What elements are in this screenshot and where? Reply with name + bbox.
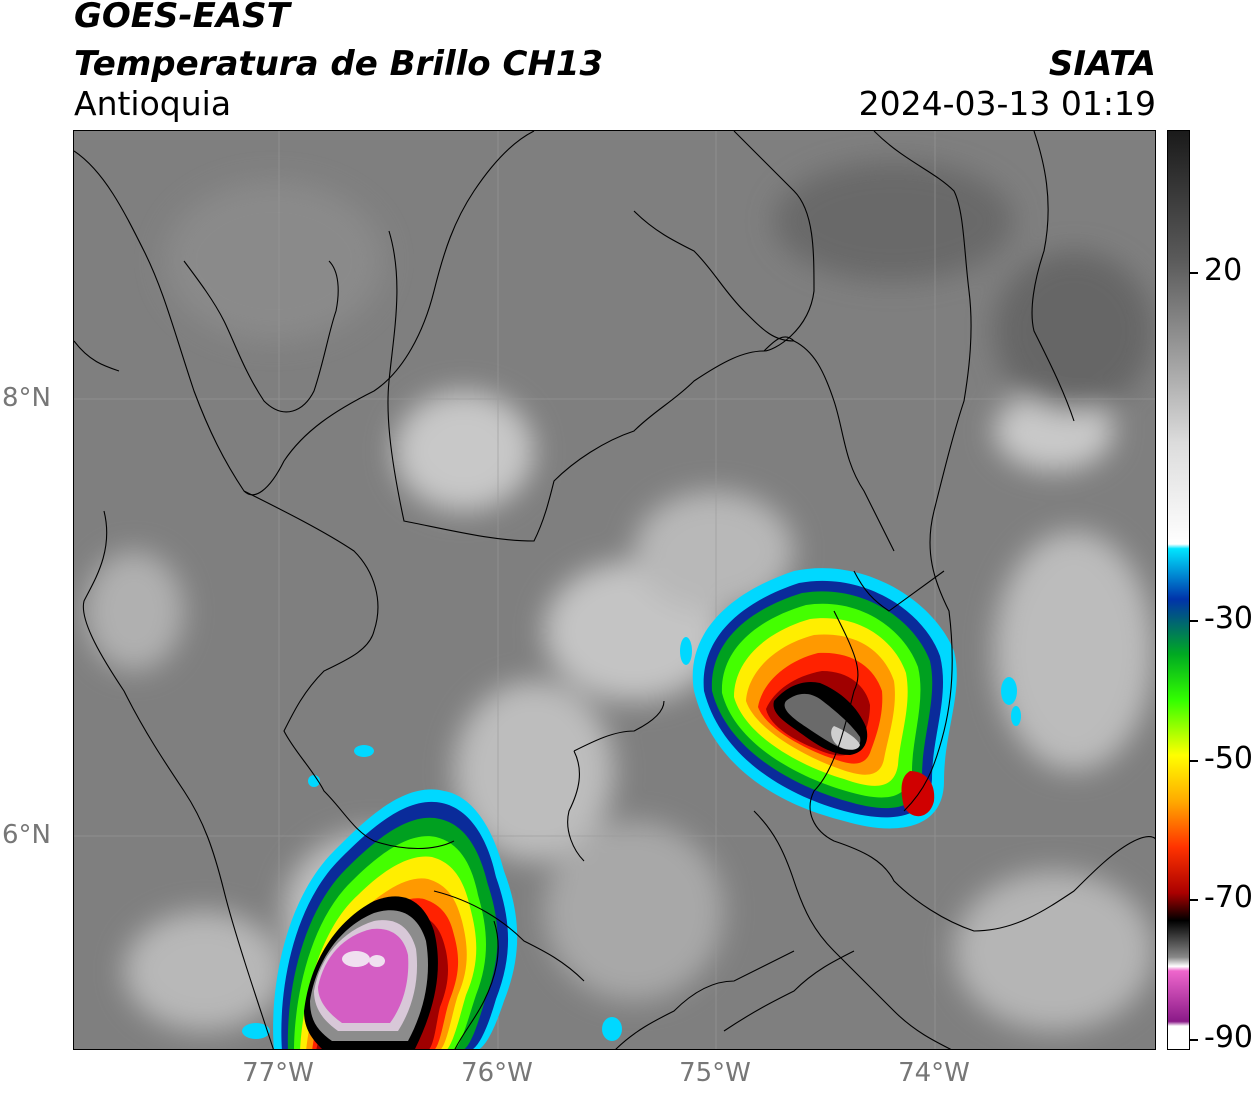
chart-title: GOES-EAST xyxy=(74,0,290,36)
timestamp-label: 2024-03-13 01:19 xyxy=(858,84,1156,123)
cloud-field xyxy=(84,161,1154,1031)
colorbar-tick-minus50 xyxy=(1190,760,1198,762)
colorbar-tick-minus90 xyxy=(1190,1039,1198,1041)
lon-label-74w: 74°W xyxy=(898,1058,970,1088)
lon-label-75w: 75°W xyxy=(679,1058,751,1088)
cold-speckles xyxy=(242,637,1021,1041)
region-label: Antioquia xyxy=(74,84,232,123)
storm-cell-southwest xyxy=(273,789,518,1049)
colorbar-label-minus90: -90 xyxy=(1204,1020,1252,1055)
lon-label-77w: 77°W xyxy=(242,1058,314,1088)
colorbar-label-20: 20 xyxy=(1204,253,1243,288)
lon-label-76w: 76°W xyxy=(461,1058,533,1088)
satellite-map xyxy=(73,130,1156,1050)
agency-label: SIATA xyxy=(1048,44,1156,84)
lat-label-8n: 8°N xyxy=(2,383,51,413)
storm-cell-east xyxy=(692,568,957,829)
chart-subtitle: Temperatura de Brillo CH13 xyxy=(74,44,604,84)
colorbar-tick-minus30 xyxy=(1190,620,1198,622)
colorbar-tick-minus70 xyxy=(1190,899,1198,901)
colorbar-label-minus50: -50 xyxy=(1204,741,1252,776)
map-svg xyxy=(74,131,1155,1049)
colorbar-label-minus30: -30 xyxy=(1204,601,1252,636)
lat-label-6n: 6°N xyxy=(2,820,51,850)
borders xyxy=(74,131,1155,1049)
colorbar-tick-20 xyxy=(1190,272,1198,274)
colorbar xyxy=(1167,130,1190,1050)
colorbar-label-minus70: -70 xyxy=(1204,880,1252,915)
